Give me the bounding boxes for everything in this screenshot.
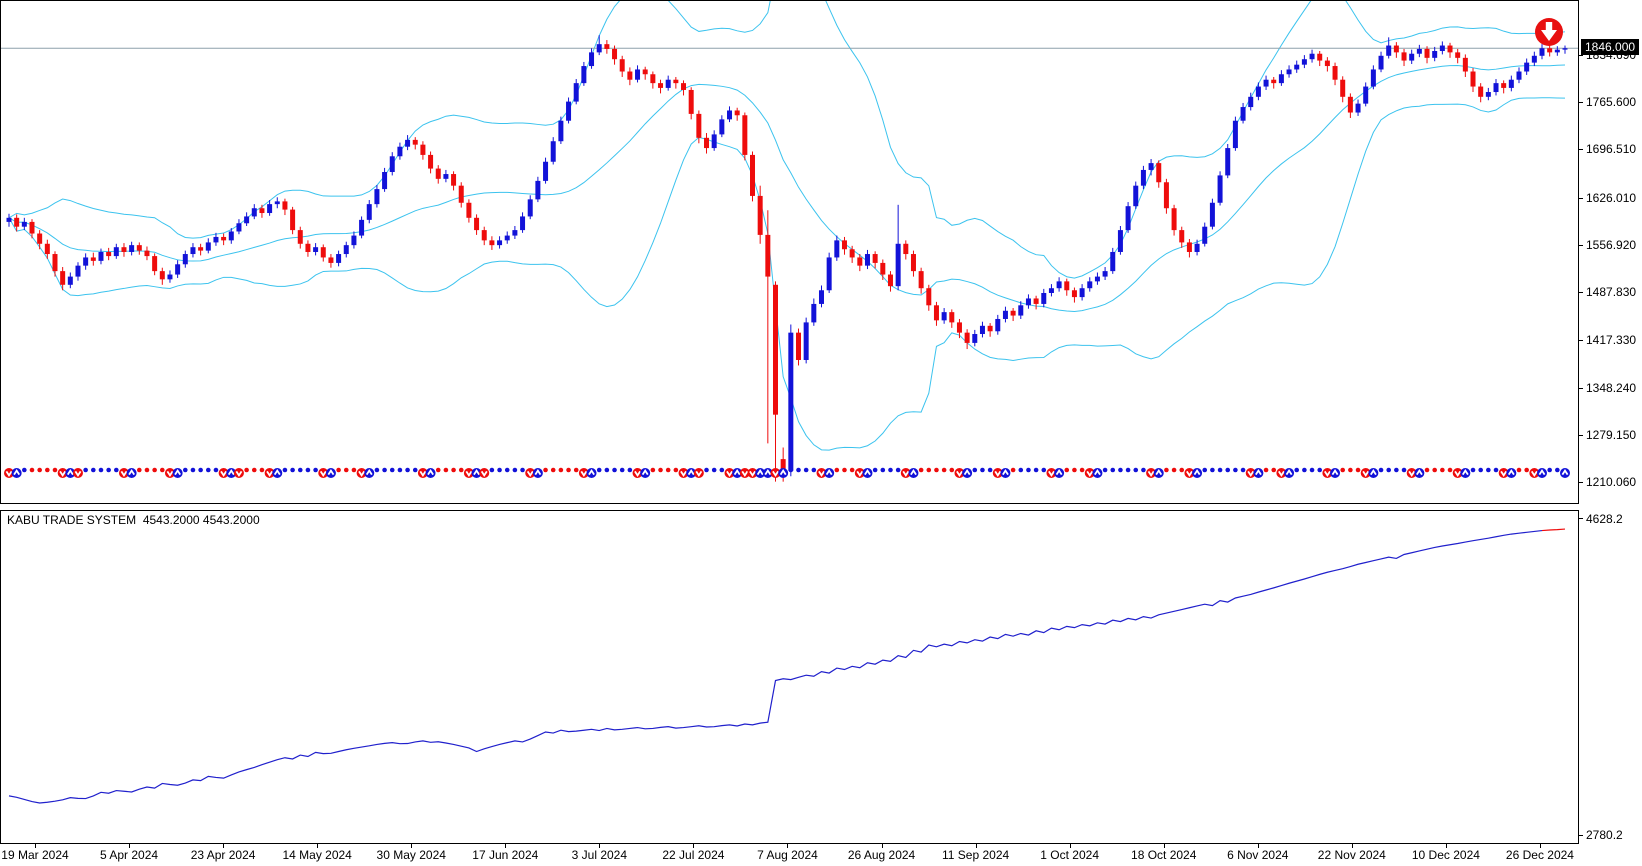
indicator-value-1: 4543.2000 [142,513,200,527]
price-tick-label: 1348.240 [1586,380,1637,395]
price-tick [1579,340,1583,342]
price-tick-label: 1834.690 [1586,48,1637,62]
time-tick-label: 18 Oct 2024 [1131,848,1197,862]
price-tick [1579,102,1583,104]
indicator-scale-min: 2780.2 [1586,828,1623,842]
time-tick [35,844,36,848]
time-tick [317,844,319,848]
price-tick [1579,197,1583,199]
price-tick-label: 1765.600 [1586,95,1637,110]
indicator-value-2: 4543.2000 [202,513,260,527]
broker-logo-icon [1534,17,1564,47]
time-tick-label: 7 Aug 2024 [757,848,818,862]
equity-curve-chart[interactable] [1,511,1578,843]
indicator-title-row: KABU TRADE SYSTEM 4543.2000 4543.2000 [7,513,260,527]
time-tick [881,844,883,848]
indicator-axis[interactable]: 4628.2 2780.2 [1579,510,1642,844]
time-tick [787,844,789,848]
time-tick [1163,844,1165,848]
indicator-panel[interactable] [0,510,1579,844]
indicator-scale-max: 4628.2 [1586,512,1623,526]
time-tick [1351,844,1353,848]
price-tick-label: 1696.510 [1586,142,1637,157]
time-tick-label: 23 Apr 2024 [190,848,256,862]
time-tick [1257,844,1259,848]
time-tick-label: 19 Mar 2024 [1,848,69,862]
current-price-badge: 1846.000 [1581,39,1640,56]
time-tick-label: 6 Nov 2024 [1227,848,1289,862]
time-tick [1069,844,1071,848]
price-tick-label: 1279.150 [1586,427,1637,442]
price-tick [1579,434,1583,436]
price-tick [1579,482,1583,483]
price-tick [1579,244,1583,246]
time-tick-label: 10 Dec 2024 [1411,848,1480,862]
time-tick [411,844,413,848]
time-tick [505,844,507,848]
time-tick-label: 17 Jun 2024 [472,848,539,862]
time-tick [129,844,131,848]
price-tick [1579,149,1583,151]
price-tick [1579,387,1583,389]
time-tick [975,844,977,848]
time-tick [1539,844,1541,848]
price-tick-label: 1626.010 [1586,190,1637,205]
time-tick-label: 3 Jul 2024 [571,848,628,862]
price-tick-label: 1556.920 [1586,237,1637,252]
candlestick-chart[interactable] [1,1,1578,503]
time-tick-label: 14 May 2024 [282,848,352,862]
price-axis[interactable]: 1846.000 1834.690 1765.600 1696.510 1626.01… [1579,0,1642,504]
price-tick-label: 1210.060 [1586,475,1637,489]
time-tick-label: 22 Jul 2024 [662,848,725,862]
time-tick-label: 22 Nov 2024 [1317,848,1386,862]
indicator-name: KABU TRADE SYSTEM [7,513,137,527]
time-tick [223,844,225,848]
time-axis[interactable]: 19 Mar 2024 5 Apr 2024 23 Apr 2024 14 May 2… [0,844,1642,866]
price-chart-panel[interactable] [0,0,1579,504]
time-tick [1445,844,1447,848]
price-tick [1579,55,1583,56]
time-tick-label: 11 Sep 2024 [942,848,1010,862]
time-tick [693,844,695,848]
time-tick-label: 30 May 2024 [376,848,446,862]
price-tick-label: 1417.330 [1586,333,1637,348]
price-tick [1579,292,1583,294]
price-tick-label: 1487.830 [1586,285,1637,300]
time-tick-label: 26 Aug 2024 [847,848,916,862]
time-tick-label: 5 Apr 2024 [100,848,159,862]
time-tick [599,844,601,848]
time-tick-label: 1 Oct 2024 [1040,848,1100,862]
time-tick-label: 26 Dec 2024 [1505,848,1574,862]
